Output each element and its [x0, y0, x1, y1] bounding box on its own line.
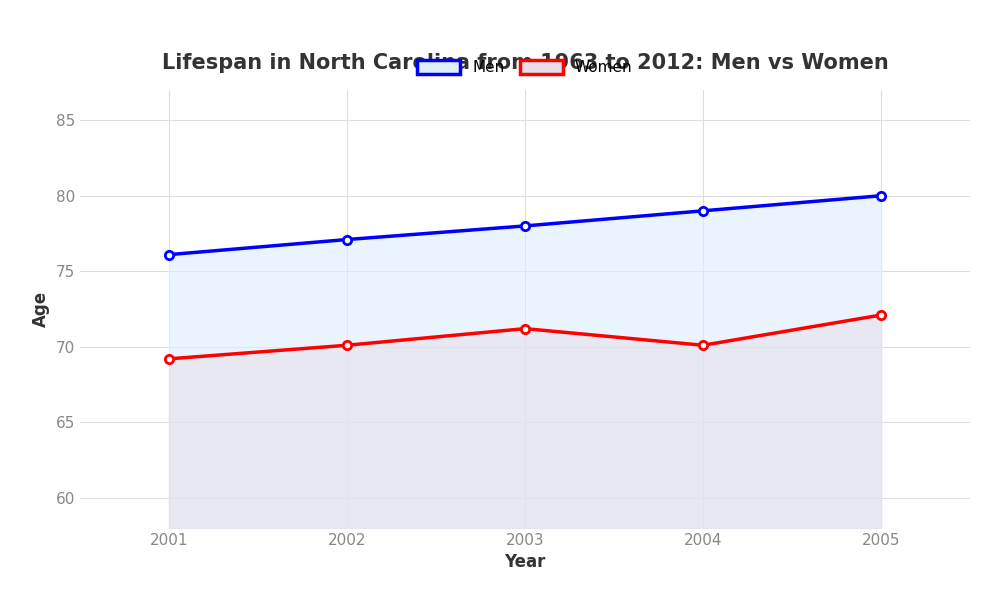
- Legend: Men, Women: Men, Women: [411, 54, 639, 81]
- Title: Lifespan in North Carolina from 1963 to 2012: Men vs Women: Lifespan in North Carolina from 1963 to …: [162, 53, 888, 73]
- Y-axis label: Age: Age: [32, 291, 50, 327]
- X-axis label: Year: Year: [504, 553, 546, 571]
